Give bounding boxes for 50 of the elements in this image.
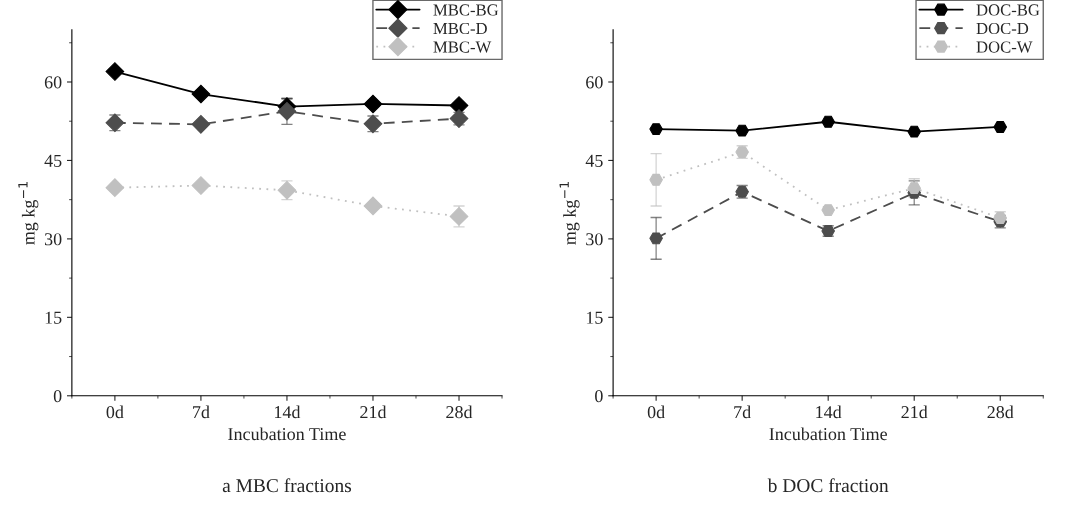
legend-label: DOC-BG (976, 4, 1040, 16)
point (363, 196, 383, 216)
point (821, 115, 835, 128)
x-tick-label: 7d (193, 405, 210, 419)
x-tick-label: 14d (816, 405, 842, 419)
text: a MBC fractions (222, 478, 352, 493)
point (735, 124, 749, 137)
point (277, 101, 297, 121)
point (649, 173, 663, 186)
point (821, 204, 835, 217)
x-tick-label: 14d (275, 405, 301, 419)
x-tick-label: 0d (647, 405, 665, 419)
text: b DOC fraction (767, 478, 889, 493)
point (993, 121, 1008, 133)
y-axis-title: mg kg$^{−1}$ (559, 181, 580, 245)
point (649, 123, 663, 135)
y-tick-label: 15 (45, 311, 62, 324)
point (907, 125, 921, 138)
x-tick-label: 0d (106, 405, 124, 419)
x-tick-label: 21d (901, 405, 928, 419)
x-tick-label: 21d (360, 405, 387, 419)
legend-label: MBC-BG (433, 4, 499, 16)
point (191, 84, 211, 104)
x-tick-label: 7d (734, 405, 751, 419)
y-axis-title: mg kg$^{−1}$ (18, 181, 39, 245)
point (907, 182, 921, 195)
x-axis-title: Incubation Time (769, 427, 887, 441)
x-axis-title: Incubation Time (228, 427, 346, 441)
y-tick-label: 60 (44, 76, 62, 89)
y-tick-label: 45 (585, 154, 603, 167)
legend-label: MBC-D (433, 22, 487, 35)
point (105, 178, 125, 197)
point (191, 115, 211, 134)
point (363, 94, 383, 114)
legend-label: DOC-D (976, 22, 1029, 35)
x-tick-label: 28d (446, 405, 473, 419)
y-tick-label: 15 (586, 311, 603, 324)
point (105, 62, 125, 81)
y-tick-label: 45 (44, 154, 62, 167)
y-tick-label: 30 (44, 233, 62, 246)
point (449, 96, 469, 115)
legend-label: DOC-W (976, 41, 1033, 53)
y-tick-label: 0 (53, 390, 62, 403)
point (649, 232, 663, 245)
y-tick-label: 30 (586, 233, 603, 246)
x-tick-label: 28d (987, 405, 1014, 419)
y-tick-label: 60 (586, 76, 603, 89)
point (191, 176, 211, 195)
y-tick-label: 0 (595, 390, 603, 403)
legend-label: MBC-W (433, 41, 492, 53)
